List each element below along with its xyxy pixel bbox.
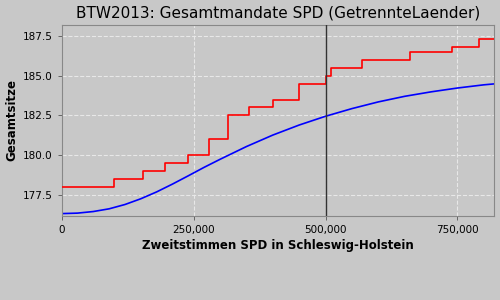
Title: BTW2013: Gesamtmandate SPD (GetrennteLaender): BTW2013: Gesamtmandate SPD (GetrennteLae… — [76, 6, 480, 21]
Y-axis label: Gesamtsitze: Gesamtsitze — [6, 79, 18, 161]
X-axis label: Zweitstimmen SPD in Schleswig-Holstein: Zweitstimmen SPD in Schleswig-Holstein — [142, 239, 414, 252]
